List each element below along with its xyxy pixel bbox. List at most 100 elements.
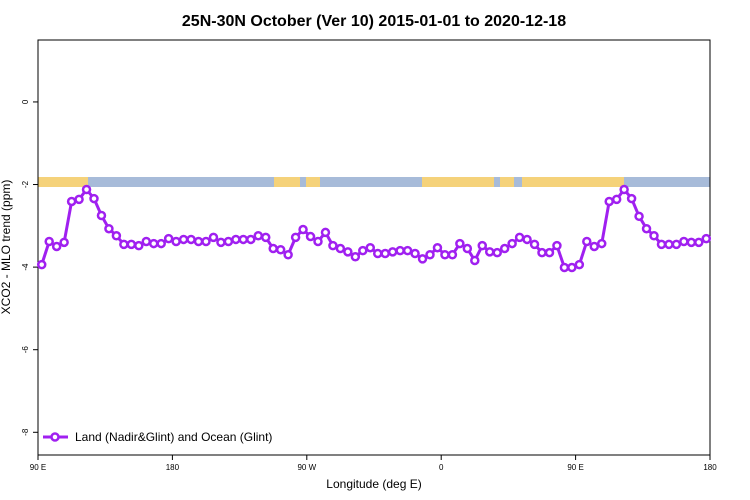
data-point: [447, 249, 458, 260]
data-point: [163, 233, 174, 244]
data-point: [641, 223, 652, 234]
data-point: [104, 223, 114, 234]
chart-title: 25N-30N October (Ver 10) 2015-01-01 to 2…: [182, 13, 566, 30]
data-point: [664, 239, 674, 250]
data-point: [260, 232, 271, 243]
data-point: [470, 255, 480, 266]
x-tick-label: 90 E: [30, 463, 46, 472]
data-point: [126, 239, 137, 250]
data-point: [298, 224, 308, 235]
x-tick-label: 90 W: [297, 463, 316, 472]
data-point: [283, 249, 293, 260]
data-point: [66, 196, 77, 207]
data-point: [455, 238, 465, 249]
data-point: [305, 231, 316, 242]
y-tick-label: 0: [21, 99, 30, 104]
data-point: [410, 248, 420, 259]
data-point: [223, 236, 234, 247]
data-point: [111, 230, 122, 241]
data-point: [148, 238, 159, 249]
data-point: [268, 243, 278, 254]
data-point: [552, 240, 562, 251]
y-tick-label: -8: [21, 428, 30, 436]
data-point: [134, 240, 144, 251]
data-point: [119, 239, 129, 250]
data-point: [238, 234, 249, 245]
data-point: [74, 194, 84, 205]
data-point: [36, 259, 47, 270]
data-point: [402, 245, 413, 256]
y-tick-label: -6: [21, 346, 30, 354]
data-point: [686, 237, 697, 248]
data-point: [626, 193, 637, 204]
data-point: [365, 242, 376, 253]
data-point: [372, 248, 383, 259]
data-point: [604, 196, 614, 207]
data-point: [193, 236, 204, 247]
y-axis-label: XCO2 - MLO trend (ppm): [0, 180, 13, 315]
data-point: [462, 243, 473, 254]
data-point: [275, 245, 286, 255]
x-tick-label: 90 E: [567, 463, 583, 472]
data-point: [679, 236, 689, 247]
data-point: [507, 238, 517, 249]
data-point: [559, 262, 570, 273]
plot-frame: [37, 39, 711, 456]
data-point: [358, 245, 368, 256]
data-point: [231, 234, 241, 245]
data-point: [387, 247, 398, 257]
data-point: [537, 247, 547, 258]
data-point: [694, 237, 704, 248]
data-point: [178, 234, 189, 245]
data-point: [96, 210, 107, 221]
data-point: [156, 238, 166, 249]
data-point: [253, 230, 264, 241]
data-point: [567, 262, 577, 273]
data-point: [417, 254, 428, 264]
data-point: [596, 238, 607, 249]
data-point: [171, 236, 181, 247]
x-tick-label: 180: [703, 463, 717, 472]
data-point: [320, 227, 331, 238]
data-point: [649, 230, 659, 241]
data-point: [589, 241, 600, 252]
data-point: [656, 239, 667, 250]
data-point: [701, 233, 712, 244]
data-point: [484, 247, 495, 257]
data-point: [671, 239, 682, 250]
data-point: [246, 234, 256, 245]
data-point: [544, 247, 555, 258]
data-point: [522, 234, 532, 245]
legend-marker: [50, 432, 60, 442]
data-point: [514, 232, 525, 243]
data-point: [59, 237, 69, 248]
data-point: [432, 242, 443, 253]
data-point: [350, 252, 361, 262]
data-point: [81, 184, 92, 195]
data-point: [634, 211, 644, 222]
y-tick-label: -4: [21, 263, 30, 271]
data-point: [574, 259, 585, 270]
y-tick-label: -2: [21, 180, 30, 188]
data-point: [440, 249, 450, 260]
x-tick-label: 180: [166, 463, 180, 472]
data-point: [313, 236, 323, 247]
data-point: [141, 236, 152, 247]
data-point: [582, 236, 592, 247]
data-point: [380, 248, 390, 259]
data-point: [343, 247, 353, 257]
data-point: [208, 232, 219, 243]
legend-label: Land (Nadir&Glint) and Ocean (Glint): [75, 430, 272, 444]
data-point: [290, 232, 301, 243]
data-point: [201, 236, 211, 247]
x-axis-label: Longitude (deg E): [326, 477, 421, 491]
data-point: [477, 240, 488, 251]
data-point: [328, 240, 338, 251]
data-point: [216, 237, 226, 248]
data-point: [395, 245, 405, 256]
land-ocean-strip: [38, 177, 710, 187]
data-point: [425, 249, 435, 260]
data-point: [44, 236, 54, 247]
data-point: [186, 234, 196, 245]
